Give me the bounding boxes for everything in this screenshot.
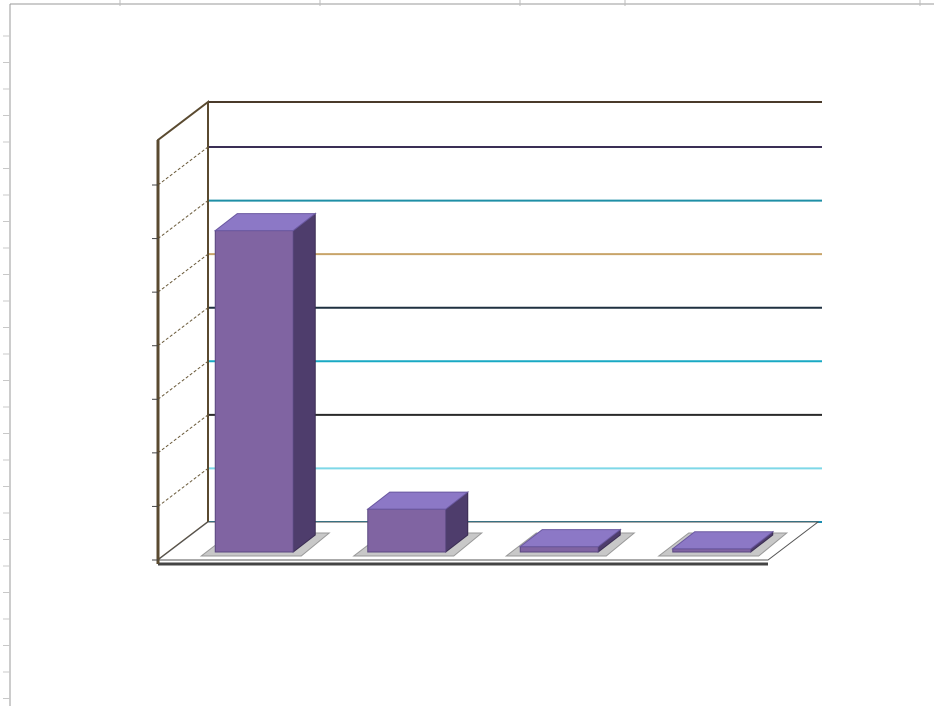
wall-tick [157,146,209,186]
floor [156,521,820,561]
bars [199,212,789,557]
bar [504,528,636,557]
row-tick-marks [3,35,10,699]
bar [199,212,331,557]
bar [657,530,789,557]
window-frame [3,0,934,706]
wall-tick [157,307,209,347]
bar [352,491,484,557]
wall-tick [157,414,209,454]
wall-tick [157,468,209,507]
wall-tick [157,253,209,293]
wall-tick [157,200,209,239]
chart-walls [156,99,820,566]
wall-tick [157,360,209,400]
side-wall [157,99,209,563]
y-tick-labels [152,184,158,561]
